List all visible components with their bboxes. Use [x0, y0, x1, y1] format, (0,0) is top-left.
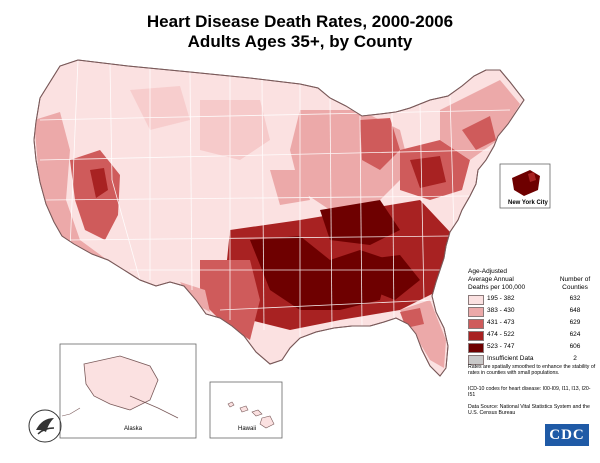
hawaii-inset — [209, 381, 283, 439]
legend-header-right: Number of Counties — [554, 276, 596, 292]
legend-row: 431 - 473 629 — [468, 319, 596, 329]
legend-range: 195 - 382 — [487, 295, 515, 302]
hhs-eagle-logo — [28, 409, 62, 443]
legend-row: 383 - 430 648 — [468, 307, 596, 317]
note-smoothing: Rates are spatially smoothed to enhance … — [468, 364, 596, 377]
legend-swatch — [468, 295, 484, 305]
legend-row: 523 - 747 606 — [468, 343, 596, 353]
legend-count-header-1: Number of — [559, 276, 591, 283]
legend-count-header-2: Counties — [562, 284, 588, 291]
legend-row: 195 - 382 632 — [468, 295, 596, 305]
legend-swatch — [468, 355, 484, 365]
alaska-inset-label: Alaska — [124, 426, 143, 432]
legend-range: 383 - 430 — [487, 307, 515, 314]
cdc-logo: CDC — [545, 424, 589, 446]
legend-count: 606 — [569, 343, 581, 350]
us-mainland — [33, 59, 525, 377]
legend-row: Insufficient Data 2 — [468, 355, 596, 365]
note-icd-codes: ICD-10 codes for heart disease: I00-I09,… — [468, 386, 591, 399]
note-data-source: Data Source: National Vital Statistics S… — [468, 404, 590, 417]
legend-header-line-3: Deaths per 100,000 — [468, 284, 526, 291]
legend-count: 632 — [569, 295, 581, 302]
legend-swatch — [468, 331, 484, 341]
legend-range: 474 - 522 — [487, 331, 515, 338]
legend-swatch — [468, 319, 484, 329]
nyc-inset-label: New York City — [508, 200, 548, 206]
hawaii-inset-label: Hawaii — [238, 426, 257, 432]
legend-count: 624 — [569, 331, 581, 338]
map-title: Heart Disease Death Rates, 2000-2006 — [146, 12, 454, 31]
legend-header-line-1: Age-Adjusted — [468, 268, 508, 275]
legend-count: 2 — [573, 355, 577, 362]
legend-range: 431 - 473 — [487, 319, 515, 326]
alaska-inset — [59, 343, 197, 439]
legend-header-left: Age-Adjusted Average Annual Deaths per 1… — [468, 268, 538, 292]
nyc-inset — [499, 163, 551, 209]
legend-count: 648 — [569, 307, 581, 314]
legend-header-line-2: Average Annual — [468, 276, 514, 283]
legend-count: 629 — [569, 319, 581, 326]
legend-swatch — [468, 307, 484, 317]
legend-swatch — [468, 343, 484, 353]
legend-row: 474 - 522 624 — [468, 331, 596, 341]
legend-range: 523 - 747 — [487, 343, 515, 350]
legend-range: Insufficient Data — [487, 355, 534, 362]
map-subtitle: Adults Ages 35+, by County — [187, 32, 413, 51]
